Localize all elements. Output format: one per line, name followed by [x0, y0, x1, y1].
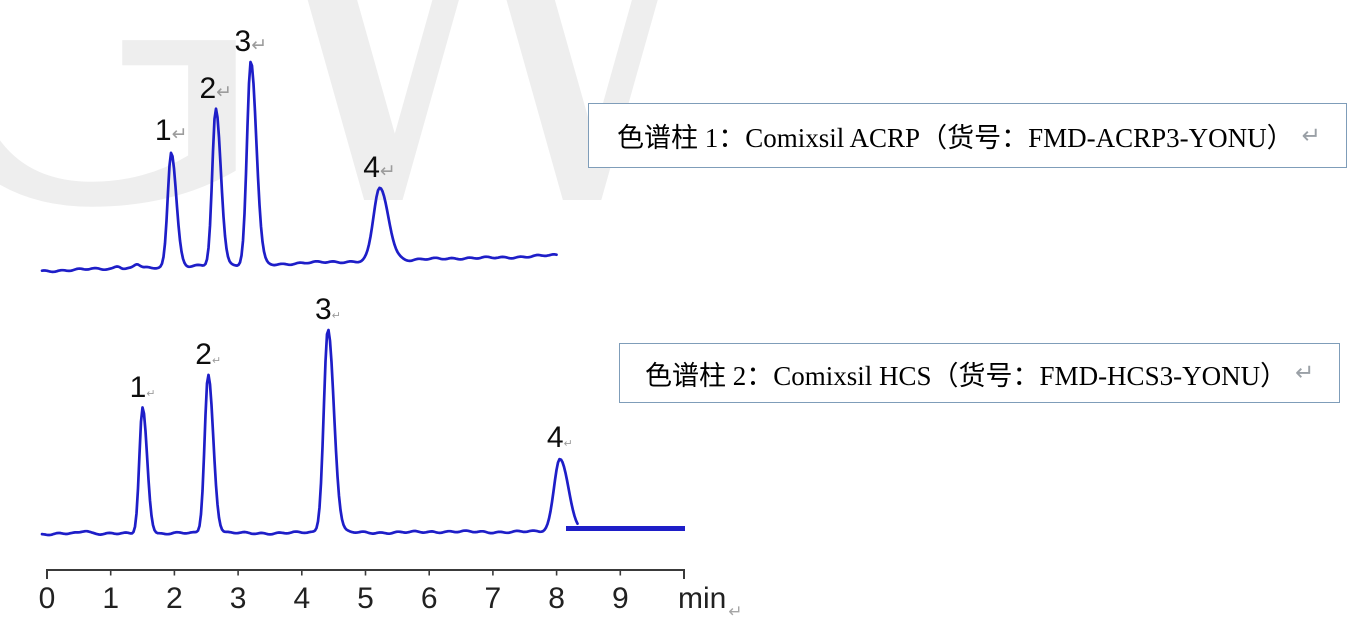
peak-number: 1 — [129, 370, 147, 404]
paragraph-return-icon: ↵ — [1301, 122, 1321, 149]
time-axis — [46, 569, 685, 579]
peak-number: 4 — [546, 421, 564, 455]
peak-label-3: 3↵ — [304, 292, 352, 332]
axis-tick-6: 6 — [420, 582, 438, 615]
peak-number: 3 — [234, 24, 252, 58]
peak-number: 4 — [363, 150, 380, 184]
axis-tick-5: 5 — [357, 582, 374, 615]
peak-number: 2 — [199, 72, 217, 106]
peak-number: 3 — [314, 292, 332, 326]
paragraph-return-icon: ↵ — [171, 123, 188, 146]
column1-caption: 色谱柱 1：Comixsil ACRP（货号：FMD-ACRP3-YONU） — [617, 123, 1294, 153]
column2-caption: 色谱柱 2：Comixsil HCS（货号：FMD-HCS3-YONU） — [645, 360, 1288, 391]
axis-tick-7: 7 — [484, 582, 502, 615]
axis-tick-8: 8 — [548, 582, 565, 615]
peak-label-3: 3↵ — [227, 24, 275, 61]
axis-unit-label: min ↵ — [678, 582, 743, 623]
axis-tick-3: 3 — [229, 582, 247, 615]
paragraph-return-icon: ↵ — [331, 308, 341, 322]
peak-label-4: 4↵ — [356, 150, 404, 187]
paragraph-return-icon: ↵ — [728, 602, 743, 622]
paragraph-return-icon: ↵ — [563, 437, 573, 451]
paragraph-return-icon: ↵ — [211, 353, 222, 367]
peak-label-1: 1↵ — [147, 115, 195, 150]
paragraph-return-icon: ↵ — [146, 386, 156, 400]
paragraph-return-icon: ↵ — [1295, 360, 1315, 386]
paragraph-return-icon: ↵ — [379, 159, 396, 182]
peak-number: 2 — [195, 337, 212, 371]
paragraph-return-icon: ↵ — [216, 81, 233, 104]
peak-label-2: 2↵ — [192, 73, 240, 108]
axis-unit-text: min — [678, 582, 727, 615]
column1-caption-box: 色谱柱 1：Comixsil ACRP（货号：FMD-ACRP3-YONU） ↵ — [588, 103, 1347, 168]
trace-column2 — [40, 328, 579, 537]
axis-tick-4: 4 — [293, 582, 311, 615]
peak-label-2: 2↵ — [184, 337, 232, 377]
axis-tick-1: 1 — [102, 582, 120, 615]
trace-column1 — [40, 60, 558, 274]
peak-number: 1 — [154, 114, 172, 148]
peak-label-4: 4↵ — [536, 422, 584, 460]
peak-label-1: 1↵ — [119, 370, 167, 410]
axis-tick-2: 2 — [166, 582, 183, 615]
axis-tick-0: 0 — [38, 582, 56, 615]
axis-tick-9: 9 — [611, 582, 629, 615]
column2-caption-box: 色谱柱 2：Comixsil HCS（货号：FMD-HCS3-YONU） ↵ — [619, 343, 1340, 403]
paragraph-return-icon: ↵ — [251, 33, 268, 56]
